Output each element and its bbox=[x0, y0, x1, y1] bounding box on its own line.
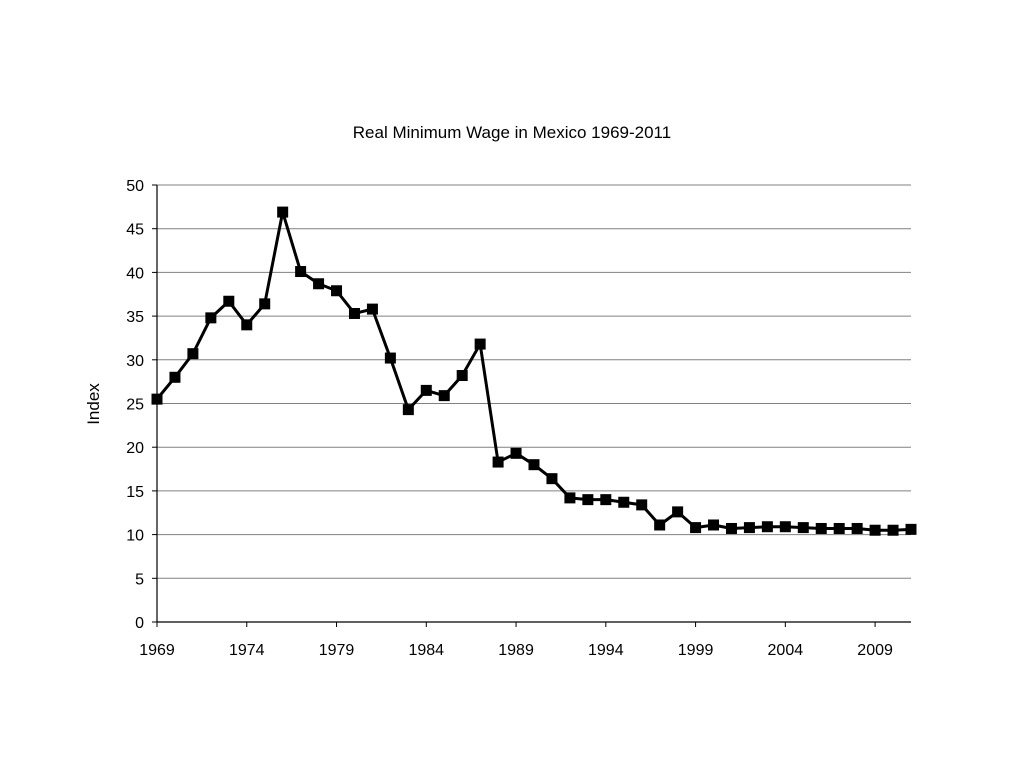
data-point-1981 bbox=[366, 303, 378, 315]
data-point-1973 bbox=[223, 295, 235, 307]
y-tick-label-5: 5 bbox=[135, 571, 144, 588]
x-tick-label-2004: 2004 bbox=[768, 642, 804, 659]
data-series bbox=[151, 206, 917, 536]
data-point-2011 bbox=[905, 523, 917, 535]
data-point-1970 bbox=[169, 371, 181, 383]
x-tick-label-1969: 1969 bbox=[139, 642, 175, 659]
y-tick-label-50: 50 bbox=[126, 178, 144, 195]
data-point-1993 bbox=[582, 494, 594, 506]
data-point-1990 bbox=[528, 459, 540, 471]
y-tick-label-35: 35 bbox=[126, 309, 144, 326]
x-tick-label-1994: 1994 bbox=[588, 642, 624, 659]
data-point-1991 bbox=[546, 473, 558, 485]
data-point-2007 bbox=[833, 522, 845, 534]
x-tick-label-1999: 1999 bbox=[678, 642, 714, 659]
data-point-2010 bbox=[887, 524, 899, 536]
data-point-1997 bbox=[654, 519, 666, 531]
data-point-1985 bbox=[438, 390, 450, 402]
data-point-1998 bbox=[672, 506, 684, 518]
data-point-1992 bbox=[564, 492, 576, 504]
data-point-2008 bbox=[851, 522, 863, 534]
x-tick-label-1984: 1984 bbox=[408, 642, 444, 659]
y-tick-label-15: 15 bbox=[126, 484, 144, 501]
data-point-1994 bbox=[600, 494, 612, 506]
data-point-1986 bbox=[456, 370, 468, 382]
data-point-2000 bbox=[708, 519, 720, 531]
data-point-1987 bbox=[474, 338, 486, 350]
data-point-1996 bbox=[636, 499, 648, 511]
data-point-2006 bbox=[815, 522, 827, 534]
data-point-1978 bbox=[313, 278, 325, 290]
gridlines bbox=[157, 184, 911, 579]
y-tick-label-30: 30 bbox=[126, 353, 144, 370]
data-point-1988 bbox=[492, 456, 504, 468]
data-point-1979 bbox=[331, 285, 343, 297]
data-point-1976 bbox=[277, 206, 289, 218]
data-point-1983 bbox=[402, 404, 414, 416]
data-point-1989 bbox=[510, 447, 522, 459]
x-tick-label-1974: 1974 bbox=[229, 642, 265, 659]
data-point-2003 bbox=[761, 521, 773, 533]
data-point-1969 bbox=[151, 393, 163, 405]
data-point-1977 bbox=[295, 266, 307, 278]
data-point-2001 bbox=[725, 522, 737, 534]
y-tick-label-25: 25 bbox=[126, 397, 144, 414]
y-tick-label-45: 45 bbox=[126, 222, 144, 239]
y-axis-label: Index bbox=[84, 383, 103, 425]
y-tick-label-40: 40 bbox=[126, 265, 144, 282]
data-point-1980 bbox=[348, 307, 360, 319]
data-point-2002 bbox=[743, 522, 755, 534]
x-tick-label-1989: 1989 bbox=[498, 642, 534, 659]
data-point-1975 bbox=[259, 298, 271, 310]
series-line bbox=[155, 210, 912, 532]
data-point-1984 bbox=[420, 384, 432, 396]
x-tick-label-1979: 1979 bbox=[319, 642, 355, 659]
chart-title: Real Minimum Wage in Mexico 1969-2011 bbox=[353, 123, 671, 142]
tick-labels: 0 5 10 15 20 25 30 35 40 45 50 1969 1974 1979 1984 1989… bbox=[126, 178, 893, 659]
data-point-1971 bbox=[187, 348, 199, 360]
data-point-1999 bbox=[690, 522, 702, 534]
data-point-1982 bbox=[384, 352, 396, 364]
axes bbox=[152, 184, 911, 627]
data-point-1974 bbox=[241, 319, 253, 331]
data-point-1995 bbox=[618, 496, 630, 508]
data-point-1972 bbox=[205, 312, 217, 324]
data-point-2004 bbox=[779, 521, 791, 533]
x-tick-label-2009: 2009 bbox=[857, 642, 893, 659]
data-point-2005 bbox=[797, 522, 809, 534]
y-tick-label-0: 0 bbox=[135, 615, 144, 632]
data-point-2009 bbox=[869, 524, 881, 536]
y-tick-label-20: 20 bbox=[126, 440, 144, 457]
y-tick-label-10: 10 bbox=[126, 528, 144, 545]
